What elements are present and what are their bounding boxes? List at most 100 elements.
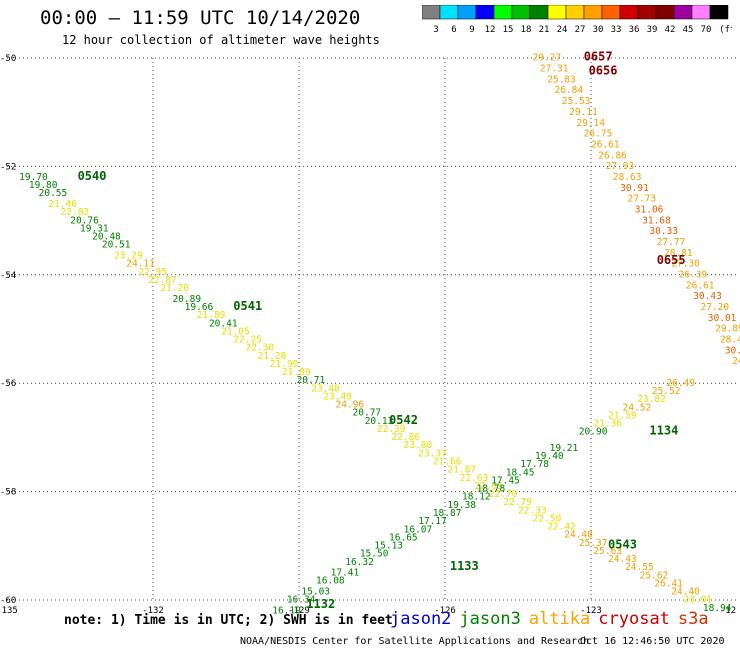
- wave-height-label: 30.19: [725, 345, 740, 356]
- lat-tick-label: -50: [0, 54, 16, 64]
- wave-height-label: 20.71: [297, 375, 326, 386]
- wave-height-label: 26.49: [666, 378, 695, 389]
- wave-height-label: 26.39: [679, 270, 708, 281]
- wave-height-label: 21.46: [48, 199, 77, 210]
- wave-height-label: 21.89: [282, 367, 311, 378]
- wave-height-label: 25.62: [640, 570, 669, 581]
- wave-height-label: 25.83: [547, 74, 576, 85]
- wave-height-label: 18.87: [433, 508, 462, 519]
- pass-time-label: 0541: [233, 299, 262, 313]
- wave-height-label: 17.17: [418, 516, 447, 527]
- wave-height-label: 16.34: [287, 595, 316, 606]
- wave-height-label: 21.59: [608, 410, 637, 421]
- wave-height-label: 24.40: [564, 530, 593, 541]
- colorbar-label: 30: [593, 25, 604, 35]
- wave-height-label: 21.89: [197, 310, 226, 321]
- colorbar-label: (ft): [719, 25, 732, 35]
- wave-height-label: 25.37: [579, 538, 608, 549]
- wave-height-label: 27.30: [671, 259, 700, 270]
- lat-tick-label: -58: [0, 488, 16, 498]
- colorbar-label: 39: [647, 25, 658, 35]
- wave-height-label: 27.93: [606, 161, 635, 172]
- wave-height-label: 22.63: [460, 473, 489, 484]
- pass-time-label: 0656: [589, 63, 618, 77]
- wave-height-label: 26.41: [654, 578, 683, 589]
- pass-time-label: 0542: [389, 413, 418, 427]
- wave-height-label: 20.55: [39, 188, 68, 199]
- wave-height-label: 22.70: [489, 489, 518, 500]
- colorbar-label: 70: [701, 25, 712, 35]
- wave-height-label: 21.90: [270, 359, 299, 370]
- wave-height-label: 22.42: [547, 522, 576, 533]
- wave-height-label: 20.76: [70, 215, 99, 226]
- wave-height-label: 22.50: [533, 513, 562, 524]
- wave-height-label: 28.63: [613, 172, 642, 183]
- wave-height-label: 15.13: [374, 541, 403, 552]
- wave-height-label: 20.51: [102, 240, 131, 251]
- wave-height-label: 26.86: [598, 150, 627, 161]
- wave-height-label: 29.89: [715, 324, 740, 335]
- wave-height-label: 23.80: [404, 440, 433, 451]
- colorbar-swatch: [709, 5, 729, 20]
- credit-text: NOAA/NESDIS Center for Satellite Applica…: [240, 636, 590, 647]
- lon-tick-label: -132: [142, 606, 164, 616]
- wave-height-label: 31.06: [635, 204, 664, 215]
- legend-jason2: jason2: [390, 609, 452, 629]
- lat-tick-label: -56: [0, 379, 16, 389]
- wave-height-label: 21.28: [258, 351, 287, 362]
- colorbar-label: 6: [451, 25, 456, 35]
- wave-height-label: 30.01: [708, 313, 737, 324]
- wave-height-label: 23.29: [114, 251, 143, 262]
- wave-height-label: 18.45: [506, 467, 535, 478]
- page-subtitle: 12 hour collection of altimeter wave hei…: [62, 33, 380, 47]
- wave-height-label: 25.52: [652, 386, 681, 397]
- wave-height-label: 22.33: [518, 505, 547, 516]
- wave-height-label: 16.65: [389, 532, 418, 543]
- wave-height-label: 29.27: [533, 53, 562, 64]
- lon-tick-label: -135: [0, 606, 18, 616]
- wave-height-label: 30.91: [620, 183, 649, 194]
- wave-height-label: 31.68: [642, 215, 671, 226]
- wave-height-label: 20.89: [172, 294, 201, 305]
- wave-height-label: 22.65: [474, 481, 503, 492]
- generated-time: Oct 16 12:46:50 UTC 2020: [580, 636, 725, 647]
- wave-height-label: 24.43: [608, 554, 637, 565]
- wave-height-label: 24.52: [623, 402, 652, 413]
- wave-height-label: 20.13: [365, 416, 394, 427]
- wave-height-label: 24.55: [625, 562, 654, 573]
- wave-height-label: 24.40: [671, 587, 700, 598]
- wave-height-label: 16.19: [272, 606, 301, 617]
- colorbar-label: 21: [539, 25, 550, 35]
- wave-height-label: 16.32: [345, 557, 374, 568]
- colorbar-label: 18: [521, 25, 532, 35]
- legend-jason3: jason3: [459, 609, 521, 629]
- wave-height-label: 26.61: [591, 139, 620, 150]
- wave-height-label: 24.70: [732, 356, 740, 367]
- wave-height-label: 27.73: [628, 194, 657, 205]
- colorbar-label: 24: [557, 25, 568, 35]
- wave-height-label: 22.79: [503, 497, 532, 508]
- wave-height-label: 19.31: [80, 223, 109, 234]
- wave-height-label: 16.07: [404, 524, 433, 535]
- wave-height-label: 18.12: [462, 492, 491, 503]
- wave-height-label: 21.87: [447, 465, 476, 476]
- wave-height-label: 22.95: [138, 267, 167, 278]
- wave-height-label: 21.66: [433, 457, 462, 468]
- wave-height-label: 27.20: [701, 302, 730, 313]
- colorbar-label: 36: [629, 25, 640, 35]
- wave-height-label: 15.50: [360, 549, 389, 560]
- wave-height-label: 30.43: [693, 291, 722, 302]
- wave-height-label: 27.31: [540, 64, 569, 75]
- wave-height-label: 19.21: [550, 443, 579, 454]
- wave-height-label: 19.38: [447, 500, 476, 511]
- wave-height-label: 29.11: [569, 107, 598, 118]
- wave-height-label: 22.86: [391, 432, 420, 443]
- lat-tick-label: -60: [0, 596, 16, 606]
- wave-height-label: 25.53: [562, 96, 591, 107]
- colorbar-label: 45: [683, 25, 694, 35]
- wave-height-label: 22.02: [61, 207, 90, 218]
- lon-tick-label: -126: [434, 606, 456, 616]
- wave-height-label: 21.20: [160, 283, 189, 294]
- wave-height-label: 24.11: [126, 259, 155, 270]
